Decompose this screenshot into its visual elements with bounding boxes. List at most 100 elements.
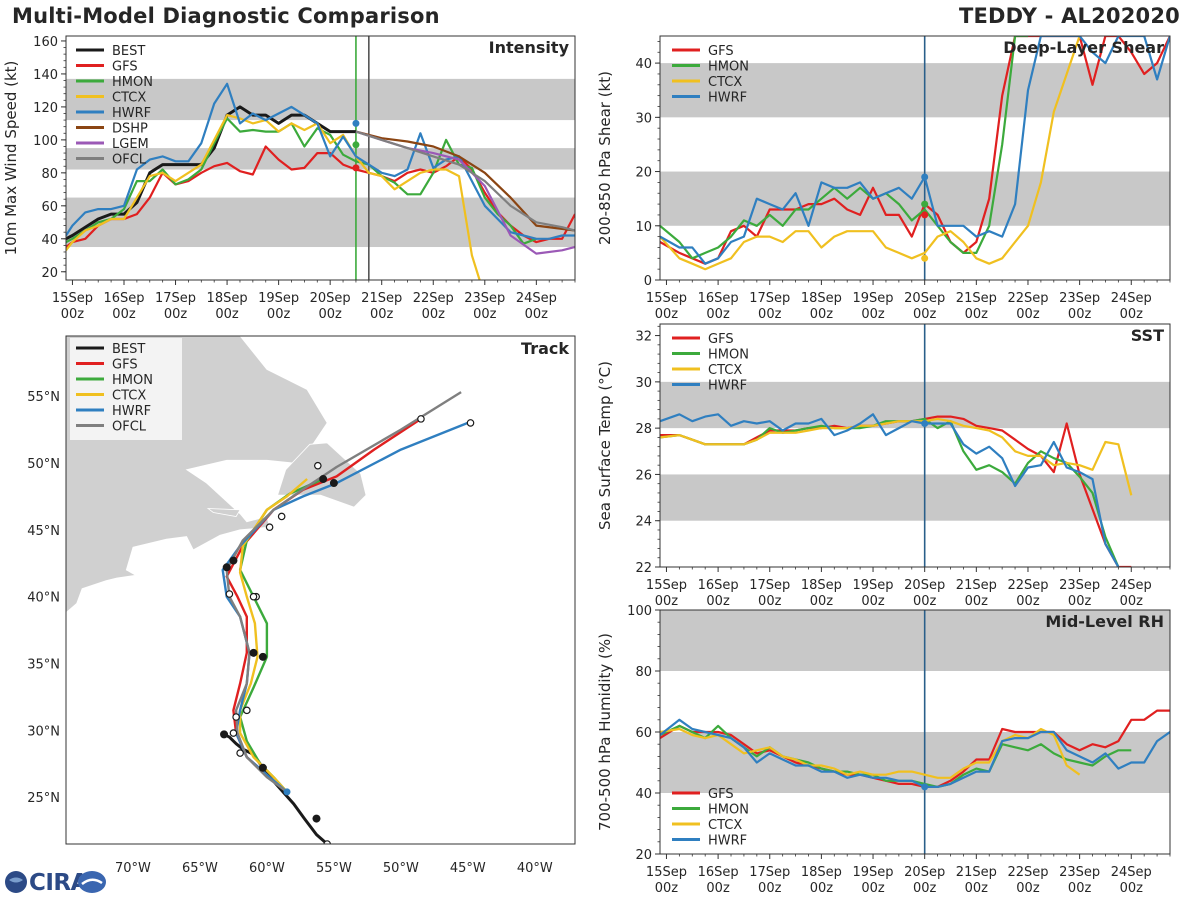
x-tick-label: 17Sep [749,291,790,306]
track-marker-open [225,590,234,598]
series-line-ctcx [660,727,1081,779]
satellite-emblem-icon [78,871,106,893]
x-tick-label: 16Sep [103,291,144,306]
series-line-gfs [66,145,575,248]
land-pei [206,508,241,517]
lon-tick-label: 55°W [316,861,352,876]
x-tick-sublabel: 00z [861,594,885,609]
shaded-band [660,63,1170,118]
x-tick-sublabel: 00z [267,307,291,322]
x-tick-label: 23Sep [1059,865,1100,880]
x-tick-sublabel: 00z [913,307,937,322]
panel-intensity: 2040608010012014016015Sep00z16Sep00z17Se… [2,35,576,322]
lat-tick-label: 35°N [27,658,60,673]
panel-title: Intensity [489,38,570,57]
legend-label-lgem: LGEM [112,137,149,152]
lon-tick-label: 50°W [383,861,419,876]
axes-frame [65,335,576,845]
track-marker-filled [258,763,267,772]
marker-gfs [352,164,360,172]
y-tick-label: 40 [635,787,652,802]
x-tick-label: 16Sep [698,865,739,880]
axes-frame [659,323,1171,568]
x-tick-sublabel: 00z [913,594,937,609]
x-tick-sublabel: 00z [422,307,446,322]
y-tick-label: 24 [635,515,652,530]
legend-label-hmon: HMON [112,373,153,388]
y-tick-label: 30 [635,111,652,126]
lat-tick-label: 30°N [27,724,60,739]
lat-tick-label: 40°N [27,591,60,606]
shaded-band [660,610,1170,671]
legend-label-ctcx: CTCX [708,75,742,90]
x-tick-sublabel: 00z [861,881,885,896]
y-tick-label: 120 [33,101,58,116]
x-tick-label: 24Sep [1111,578,1152,593]
cira-logo: CIRA [5,870,106,896]
x-tick-sublabel: 00z [655,594,679,609]
legend-label-hwrf: HWRF [708,91,747,106]
track-marker-filled [312,814,321,823]
legend-label-gfs: GFS [112,358,138,373]
legend-label-hwrf: HWRF [708,834,747,849]
y-tick-label: 60 [41,200,58,215]
y-tick-label: 60 [635,726,652,741]
x-tick-label: 23Sep [464,291,505,306]
y-tick-label: 22 [635,561,652,576]
x-tick-sublabel: 00z [1068,881,1092,896]
legend-label-ctcx: CTCX [708,818,742,833]
y-tick-label: 160 [33,35,58,50]
legend-label-gfs: GFS [708,787,734,802]
track-marker-filled [329,479,338,488]
x-tick-sublabel: 00z [758,594,782,609]
x-tick-sublabel: 00z [370,307,394,322]
track-marker-open [314,461,322,470]
track-marker-filled [249,648,258,657]
shaded-band [66,78,575,121]
x-tick-label: 18Sep [801,865,842,880]
track-marker-open [243,706,251,715]
y-axis-label: Sea Surface Temp (°C) [596,361,614,530]
legend-label-ofcl: OFCL [112,153,147,168]
x-tick-sublabel: 00z [1120,594,1144,609]
y-axis-label: 700-500 hPa Humidity (%) [596,633,614,831]
legend-label-hmon: HMON [708,60,749,75]
series-group [66,82,575,280]
legend-label-ctcx: CTCX [112,91,146,106]
x-tick-label: 18Sep [801,578,842,593]
marker-hwrf [921,420,929,428]
x-tick-sublabel: 00z [706,881,730,896]
marker-hmon [352,141,360,149]
panel-shear: 01020304015Sep00z16Sep00z17Sep00z18Sep00… [596,35,1171,322]
x-tick-sublabel: 00z [1068,307,1092,322]
legend-label-gfs: GFS [708,332,734,347]
series-group [660,36,1170,271]
legend-label-best: BEST [112,342,145,357]
panel-title: SST [1131,326,1164,345]
track-marker-filled [319,475,328,484]
legend-label-ctcx: CTCX [112,389,146,404]
y-tick-label: 80 [41,167,58,182]
x-tick-sublabel: 00z [810,881,834,896]
y-tick-label: 0 [644,274,652,289]
track-marker-filled [258,652,267,661]
x-tick-sublabel: 00z [706,307,730,322]
marker-hmon [921,200,929,208]
x-tick-label: 22Sep [1007,865,1048,880]
marker-ctcx [921,254,929,262]
tracks-layer [220,391,475,844]
track-marker-open [417,415,425,423]
x-tick-label: 24Sep [1111,291,1152,306]
x-tick-sublabel: 00z [1120,307,1144,322]
x-tick-sublabel: 00z [1068,594,1092,609]
x-tick-sublabel: 00z [61,307,85,322]
x-tick-sublabel: 00z [655,881,679,896]
x-tick-label: 16Sep [698,291,739,306]
axes-frame [659,35,1171,281]
x-tick-label: 17Sep [155,291,196,306]
x-tick-label: 19Sep [258,291,299,306]
